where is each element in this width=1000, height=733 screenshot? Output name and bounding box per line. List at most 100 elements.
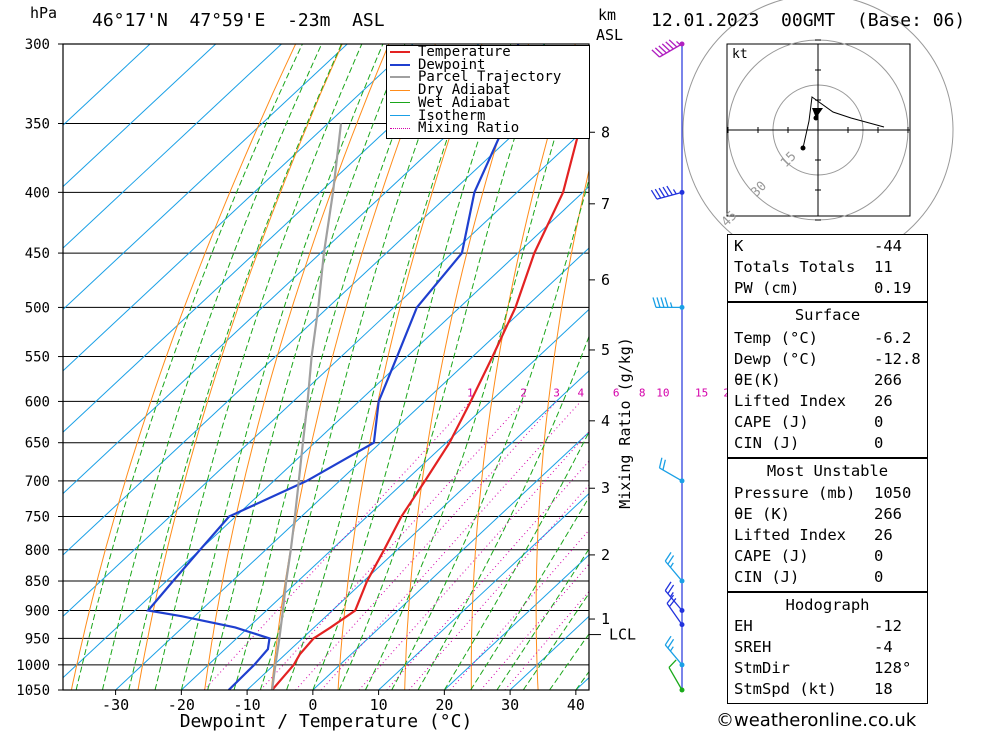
pressure-tick-label: 800 xyxy=(25,543,50,559)
legend-swatch xyxy=(390,51,410,53)
wind-barb xyxy=(666,594,685,628)
wet-adiabat xyxy=(233,44,429,690)
wind-barb-feather xyxy=(668,39,678,48)
km-tick-label: 7 xyxy=(601,195,610,213)
row-label: θE (K) xyxy=(734,505,790,523)
dry-adiabat xyxy=(137,44,343,690)
wind-barb-shaft xyxy=(656,191,683,200)
pressure-tick-label: 450 xyxy=(25,246,50,262)
hodograph-row: StmSpd (kt) 18 xyxy=(734,679,921,700)
pressure-tick-label: 350 xyxy=(25,116,50,132)
legend-swatch xyxy=(390,89,410,91)
dry-adiabat xyxy=(938,44,1000,690)
mixing-ratio-axis-title: Mixing Ratio (g/kg) xyxy=(616,337,634,509)
wind-barb-feather xyxy=(664,635,672,646)
legend-item: Temperature xyxy=(390,45,511,59)
asl-unit-label: ASL xyxy=(596,26,624,44)
isotherm xyxy=(246,370,589,690)
legend-item: Wet Adiabat xyxy=(390,96,511,110)
row-label: CAPE (J) xyxy=(734,413,809,431)
wind-barb xyxy=(650,185,685,200)
wet-adiabat xyxy=(391,177,589,690)
mixing-ratio-label: 6 xyxy=(613,386,620,399)
row-label: Pressure (mb) xyxy=(734,484,856,502)
wind-barb-feather xyxy=(666,185,673,196)
pressure-tick-label: 1050 xyxy=(16,683,50,699)
mixing-ratio-label: 4 xyxy=(577,386,584,399)
wind-barb-feather xyxy=(669,562,674,568)
most-unstable-table: Most Unstable Pressure (mb) 1050 θE (K) 26… xyxy=(727,458,928,592)
wind-level-dot xyxy=(679,189,685,195)
legend-label: Parcel Trajectory xyxy=(418,69,562,86)
row-value: -12.8 xyxy=(874,350,921,368)
km-tick-label: 2 xyxy=(601,546,610,564)
surface-table: Surface Temp (°C) -6.2 Dewp (°C) -12.8 θE(… xyxy=(727,302,928,458)
wind-barb-feather xyxy=(658,187,666,198)
hodograph-table: Hodograph EH -12 SREH -4 StmDir 128° StmSpd… xyxy=(727,592,928,704)
isotherm xyxy=(63,44,545,495)
pressure-tick-label: 600 xyxy=(25,394,50,410)
dry-adiabat xyxy=(535,168,589,690)
surface-row: Lifted Index 26 xyxy=(734,391,921,412)
km-tick-label: 3 xyxy=(601,479,610,497)
isotherm xyxy=(181,308,589,690)
row-label: StmDir xyxy=(734,659,790,677)
temperature-tick-label: 30 xyxy=(501,696,519,714)
wind-level-dot xyxy=(679,622,685,628)
wind-barb-feather xyxy=(668,598,677,608)
row-value: -44 xyxy=(874,237,902,255)
isotherm xyxy=(63,44,480,433)
legend-swatch xyxy=(390,115,410,116)
dry-adiabat xyxy=(404,44,530,690)
pressure-tick-label: 950 xyxy=(25,631,50,647)
wet-adiabat xyxy=(417,334,589,690)
isotherm xyxy=(63,44,348,311)
hodograph-trace xyxy=(802,96,885,149)
wet-adiabat xyxy=(338,44,546,690)
wind-barb-feather xyxy=(669,302,673,308)
row-value: -12 xyxy=(874,617,902,635)
wind-barb-feather xyxy=(660,297,665,308)
legend-item: Parcel Trajectory xyxy=(390,69,562,86)
unstable-row: CAPE (J) 0 xyxy=(734,546,921,567)
copyright-footer[interactable]: ©weatheronline.co.uk xyxy=(716,710,917,731)
temperature-tick-label: 20 xyxy=(435,696,453,714)
row-value: 0.19 xyxy=(874,279,912,297)
row-value: 1050 xyxy=(874,484,912,502)
km-tick-label: 4 xyxy=(601,412,610,430)
wind-level-dot xyxy=(679,578,685,584)
wind-barb-feather xyxy=(656,297,661,308)
mixing-ratio-line xyxy=(358,430,589,690)
row-label: PW (cm) xyxy=(734,279,800,297)
legend-label: Dry Adiabat xyxy=(418,82,511,99)
mixing-ratio-label: 15 xyxy=(695,386,708,399)
km-tick-label: 8 xyxy=(601,123,610,141)
legend xyxy=(386,45,590,139)
wind-level-dot xyxy=(679,687,685,693)
isotherm xyxy=(63,44,217,188)
dry-adiabat xyxy=(70,44,297,690)
isotherm xyxy=(378,492,589,690)
isotherm xyxy=(444,554,589,690)
wind-level-dot xyxy=(679,304,685,310)
wind-barb-feather xyxy=(667,638,675,649)
wind-barb-feather xyxy=(667,555,675,565)
km-unit-label: km xyxy=(598,6,617,24)
mixing-ratio-label: 8 xyxy=(639,386,646,399)
wet-adiabat xyxy=(312,44,512,690)
row-value: 128° xyxy=(874,659,912,677)
pressure-tick-label: 500 xyxy=(25,300,50,316)
mixing-ratio-line xyxy=(386,460,589,690)
isotherm xyxy=(63,44,151,126)
dry-adiabat xyxy=(270,44,436,690)
km-tick-label: 1 xyxy=(601,610,610,628)
surface-row: Temp (°C) -6.2 xyxy=(734,328,921,349)
temperature-tick-label: -20 xyxy=(168,696,195,714)
pressure-tick-label: 650 xyxy=(25,436,50,452)
pressure-tick-label: 550 xyxy=(25,350,50,366)
wet-adiabat xyxy=(128,44,342,690)
row-label: CIN (J) xyxy=(734,568,800,586)
km-tick-label: 6 xyxy=(601,271,610,289)
legend-item: Mixing Ratio xyxy=(390,121,519,135)
